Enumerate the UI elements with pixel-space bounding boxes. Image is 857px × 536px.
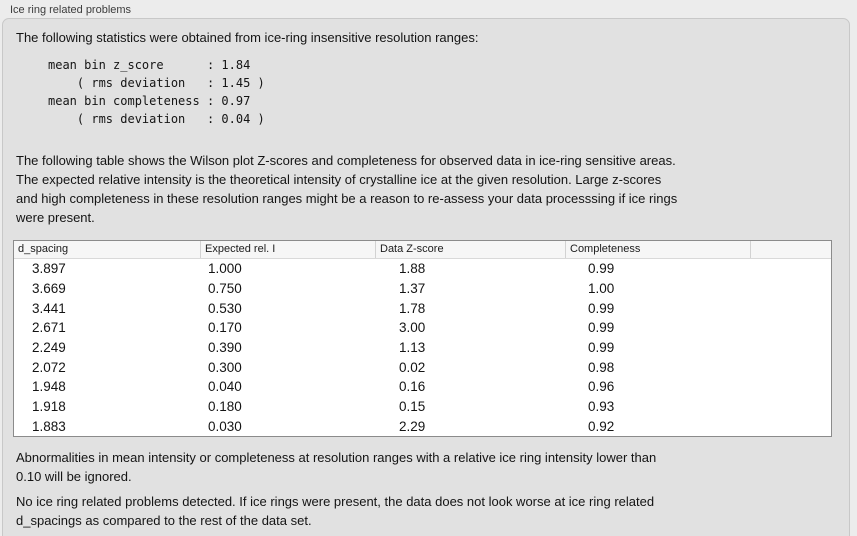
table-row[interactable]: 2.249 0.390 1.13 0.99 xyxy=(14,338,831,358)
table-cell: 0.390 xyxy=(208,340,242,356)
table-cell: 0.180 xyxy=(208,399,242,415)
table-cell: 0.93 xyxy=(588,399,615,415)
column-header-3[interactable]: Completeness xyxy=(565,241,750,258)
table-row[interactable]: 2.671 0.170 3.00 0.99 xyxy=(14,318,831,338)
table-cell: 3.669 xyxy=(32,281,66,296)
table-cell: 0.030 xyxy=(208,418,242,434)
conclusion-text: No ice ring related problems detected. I… xyxy=(16,494,655,528)
column-header-empty xyxy=(750,241,831,258)
table-body: 3.897 1.000 1.88 0.99 3.669 0.750 1.37 1.00 3.44… xyxy=(14,259,831,436)
table-cell: 1.883 xyxy=(32,418,66,434)
table-cell: 1.37 xyxy=(399,281,426,296)
stats-block: mean bin z_score : 1.84 ( rms deviation … xyxy=(48,58,265,126)
ignore-note: Abnormalities in mean intensity or compl… xyxy=(16,450,657,484)
table-description: The following table shows the Wilson plo… xyxy=(16,153,678,225)
table-cell: 2.671 xyxy=(32,320,66,336)
table-cell: 2.249 xyxy=(32,340,66,356)
table-cell: 0.16 xyxy=(399,379,426,395)
table-cell: 3.441 xyxy=(32,300,66,316)
table-cell: 0.99 xyxy=(588,300,615,316)
table-row[interactable]: 1.883 0.030 2.29 0.92 xyxy=(14,416,831,436)
table-cell: 1.000 xyxy=(208,261,242,277)
table-cell: 3.00 xyxy=(399,320,426,336)
table-cell: 1.918 xyxy=(32,399,66,415)
table-row[interactable]: 2.072 0.300 0.02 0.98 xyxy=(14,357,831,377)
table-row[interactable]: 1.918 0.180 0.15 0.93 xyxy=(14,397,831,417)
table-row[interactable]: 3.669 0.750 1.37 1.00 xyxy=(14,279,831,299)
intro-text: The following statistics were obtained f… xyxy=(16,30,479,45)
table-cell: 1.00 xyxy=(588,281,615,296)
column-header-1[interactable]: Expected rel. I xyxy=(200,241,375,258)
ice-ring-table[interactable]: d_spacing Expected rel. I Data Z-score Comp… xyxy=(13,240,832,437)
table-row[interactable]: 3.441 0.530 1.78 0.99 xyxy=(14,298,831,318)
panel-title: Ice ring related problems xyxy=(10,4,132,16)
table-header: d_spacing Expected rel. I Data Z-score Comp… xyxy=(14,241,831,259)
table-cell: 1.88 xyxy=(399,261,426,277)
table-cell: 0.96 xyxy=(588,379,615,395)
table-cell: 1.13 xyxy=(399,340,426,356)
column-header-2[interactable]: Data Z-score xyxy=(375,241,565,258)
table-cell: 2.072 xyxy=(32,359,66,375)
table-cell: 0.99 xyxy=(588,261,615,277)
table-cell: 0.99 xyxy=(588,320,615,336)
table-cell: 0.98 xyxy=(588,359,615,375)
table-cell: 1.78 xyxy=(399,300,426,316)
table-row[interactable]: 1.948 0.040 0.16 0.96 xyxy=(14,377,831,397)
table-cell: 0.92 xyxy=(588,418,615,434)
ice-ring-groupbox: The following statistics were obtained f… xyxy=(2,18,850,536)
table-row[interactable]: 3.897 1.000 1.88 0.99 xyxy=(14,259,831,279)
table-cell: 3.897 xyxy=(32,261,66,277)
table-cell: 1.948 xyxy=(32,379,66,395)
column-header-0[interactable]: d_spacing xyxy=(18,243,69,255)
table-cell: 0.530 xyxy=(208,300,242,316)
table-cell: 0.040 xyxy=(208,379,242,395)
table-cell: 2.29 xyxy=(399,418,426,434)
table-cell: 0.02 xyxy=(399,359,426,375)
table-cell: 0.750 xyxy=(208,281,242,296)
table-cell: 0.99 xyxy=(588,340,615,356)
table-cell: 0.300 xyxy=(208,359,242,375)
table-cell: 0.15 xyxy=(399,399,426,415)
table-cell: 0.170 xyxy=(208,320,242,336)
